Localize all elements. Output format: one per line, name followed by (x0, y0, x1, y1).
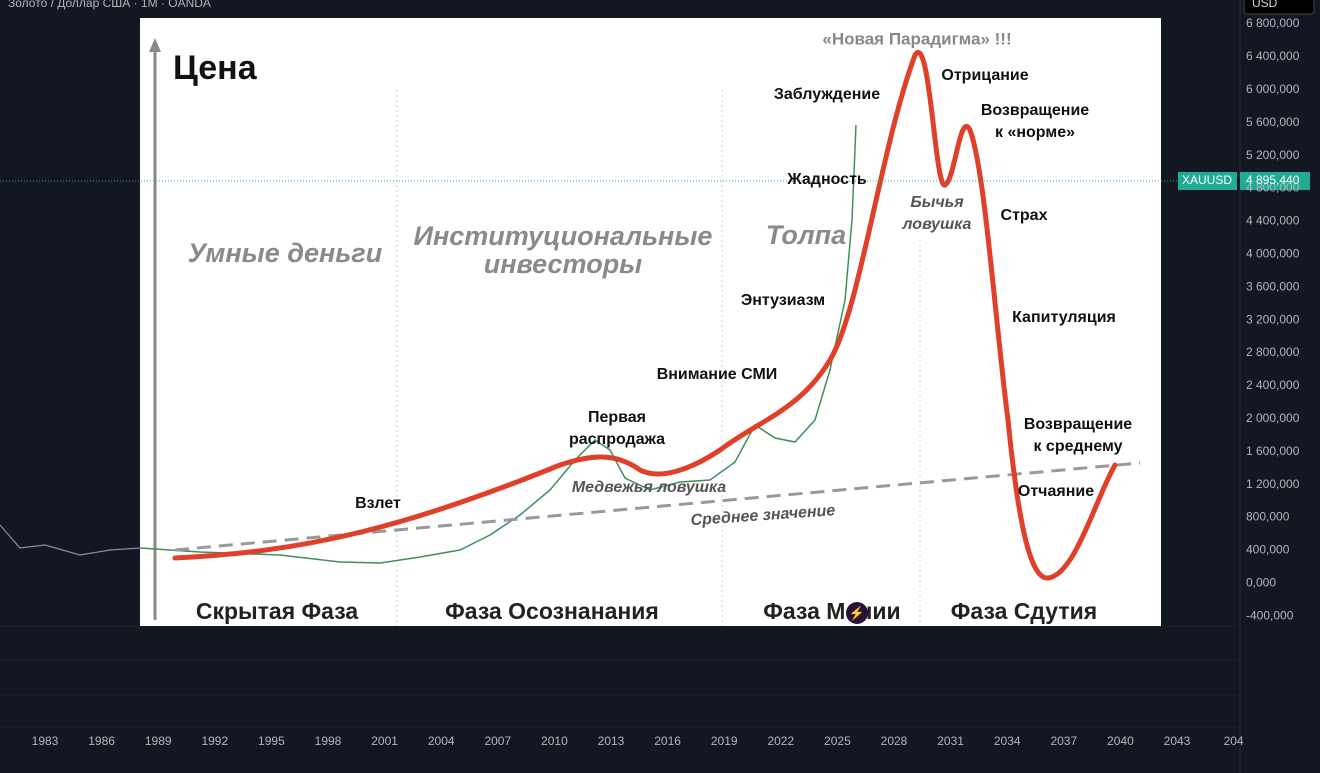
axis-label: Цена (173, 49, 258, 87)
time-label: 2028 (881, 734, 908, 748)
time-label: 1983 (32, 734, 59, 748)
price-label: 6 000,000 (1246, 82, 1300, 96)
time-label: 2037 (1050, 734, 1077, 748)
time-label: 2025 (824, 734, 851, 748)
time-label: 2007 (484, 734, 511, 748)
price-label: 2 400,000 (1246, 378, 1300, 392)
time-label: 1992 (201, 734, 228, 748)
price-label: 2 800,000 (1246, 345, 1300, 359)
time-label: 2016 (654, 734, 681, 748)
phase-label: Фаза Осознанания (445, 598, 659, 624)
icon[interactable] (846, 602, 868, 624)
last-symbol: XAUUSD (1182, 173, 1232, 187)
time-label: 204 (1224, 734, 1244, 748)
price-line (0, 524, 141, 556)
price-label: 0,000 (1246, 575, 1276, 589)
stage-label: Взлет (355, 495, 401, 512)
price-tag (1240, 172, 1310, 190)
stage-label: к «норме» (995, 124, 1075, 141)
time-label: 2034 (994, 734, 1021, 748)
stage-label: Заблуждение (774, 86, 880, 103)
stage-label: Капитуляция (1012, 309, 1116, 326)
stage-label: Страх (1001, 207, 1048, 224)
price-label: 3 600,000 (1246, 279, 1300, 293)
price-label: 1 200,000 (1246, 477, 1300, 491)
price-label: 3 200,000 (1246, 312, 1300, 326)
cycle-curve (172, 49, 1118, 581)
stage-label: Внимание СМИ (657, 366, 778, 383)
price-label: 800,000 (1246, 510, 1290, 524)
arrow-head (149, 38, 161, 52)
stage-label: Энтузиазм (741, 292, 825, 309)
candles (139, 124, 857, 564)
price-label: 6 800,000 (1246, 16, 1300, 30)
icon-glyph[interactable]: ⚡ (849, 605, 865, 621)
phase-label: Фаза Сдутия (951, 598, 1097, 624)
price-label: 400,000 (1246, 543, 1290, 557)
symbol-tag (1178, 172, 1237, 190)
group-label: инвесторы (484, 249, 643, 279)
overlay-image (140, 18, 1161, 626)
time-label: 2022 (767, 734, 794, 748)
group-label: Умные деньги (188, 238, 383, 268)
price-label: 6 400,000 (1246, 49, 1300, 63)
trap-label: Бычья (910, 194, 964, 211)
time-label: 1989 (145, 734, 172, 748)
time-label: 1995 (258, 734, 285, 748)
time-label: 2010 (541, 734, 568, 748)
price-label: 5 200,000 (1246, 148, 1300, 162)
stage-label: Жадность (786, 171, 867, 188)
last-price: 4 895,440 (1246, 173, 1300, 187)
time-label: 2004 (428, 734, 455, 748)
time-label: 2001 (371, 734, 398, 748)
paradigm: «Новая Парадигма» !!! (822, 29, 1011, 48)
price-label: 5 600,000 (1246, 115, 1300, 129)
stage-label: Отрицание (941, 67, 1028, 84)
group-label: Институциональные (414, 221, 713, 251)
stage-label: Возвращение (981, 102, 1089, 119)
stage-label: Первая (588, 409, 646, 426)
price-label: 1 600,000 (1246, 444, 1300, 458)
phase-separators (396, 90, 921, 626)
group-label: Толпа (766, 220, 846, 250)
price-label: 2 000,000 (1246, 411, 1300, 425)
time-label: 1998 (315, 734, 342, 748)
time-label: 2019 (711, 734, 738, 748)
time-label: 2013 (598, 734, 625, 748)
time-label: 2031 (937, 734, 964, 748)
time-label: 2040 (1107, 734, 1134, 748)
stage-label: распродажа (569, 431, 665, 448)
stage-label: к среднему (1033, 438, 1122, 455)
trap-label: Медвежья ловушка (572, 479, 726, 496)
phase-label: Скрытая Фаза (196, 598, 359, 624)
time-label: 2043 (1164, 734, 1191, 748)
price-label: 4 400,000 (1246, 214, 1300, 228)
stage-label: Возвращение (1024, 416, 1132, 433)
currency-button[interactable] (1243, 0, 1315, 15)
trap-label: ловушка (902, 216, 972, 233)
chart-header: Золото / Доллар США · 1M · OANDA (8, 0, 211, 10)
phase-label: Фаза Мании (763, 598, 900, 624)
price-label: 4 000,000 (1246, 246, 1300, 260)
currency: USD (1252, 0, 1278, 10)
price-label: -400,000 (1246, 608, 1294, 622)
time-label: 1986 (88, 734, 115, 748)
stage-label: Отчаяние (1018, 483, 1094, 500)
price-label: 4 800,000 (1246, 181, 1300, 195)
